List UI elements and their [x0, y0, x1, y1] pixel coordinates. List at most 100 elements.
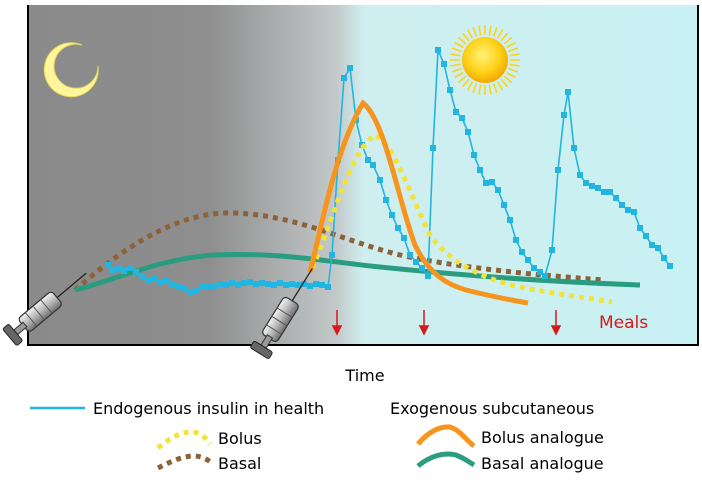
endogenous-insulin-point [537, 269, 543, 275]
endogenous-insulin-point [401, 235, 407, 241]
legend-label-bolus-analogue: Bolus analogue [481, 428, 604, 447]
endogenous-insulin-point [555, 167, 561, 173]
endogenous-insulin-point [589, 183, 595, 189]
endogenous-insulin-point [347, 65, 353, 71]
endogenous-insulin-point [133, 269, 139, 275]
endogenous-insulin-point [513, 237, 519, 243]
endogenous-insulin-point [583, 180, 589, 186]
endogenous-insulin-point [163, 278, 169, 284]
endogenous-insulin-point [205, 283, 211, 289]
endogenous-insulin-point [295, 282, 301, 288]
endogenous-insulin-point [211, 284, 217, 290]
endogenous-insulin-point [259, 280, 265, 286]
endogenous-insulin-point [301, 281, 307, 287]
endogenous-insulin-point [151, 276, 157, 282]
meal-arrow-icon [550, 310, 562, 336]
endogenous-insulin-point [430, 145, 436, 151]
endogenous-insulin-point [435, 47, 441, 53]
endogenous-insulin-point [495, 187, 501, 193]
endogenous-insulin-point [109, 267, 115, 273]
legend-label-basal: Basal [218, 454, 261, 473]
endogenous-insulin-point [459, 115, 465, 121]
endogenous-insulin-point [477, 167, 483, 173]
endogenous-insulin-point [407, 252, 413, 258]
endogenous-insulin-point [601, 189, 607, 195]
endogenous-insulin-point [667, 263, 673, 269]
endogenous-insulin-point [341, 75, 347, 81]
legend-swatch-basal-analogue [416, 451, 476, 468]
endogenous-insulin-point [441, 61, 447, 67]
endogenous-insulin-point [289, 281, 295, 287]
endogenous-insulin-point [365, 157, 371, 163]
meals-label: Meals [599, 313, 648, 333]
basal-analogue-curve [74, 251, 641, 293]
endogenous-insulin-point [121, 268, 127, 274]
endogenous-insulin-point [519, 249, 525, 255]
endogenous-insulin-point [187, 289, 193, 295]
legend-swatch-bolus [156, 429, 213, 450]
meal-arrow-icon [331, 310, 343, 336]
endogenous-insulin-point [453, 109, 459, 115]
endogenous-insulin-point [175, 283, 181, 289]
endogenous-insulin-point [507, 217, 513, 223]
endogenous-insulin-point [139, 273, 145, 279]
legend-swatch-basal [156, 453, 214, 471]
endogenous-insulin-point [313, 281, 319, 287]
endogenous-insulin-point [425, 273, 431, 279]
endogenous-insulin-point [271, 282, 277, 288]
endogenous-insulin-point [217, 281, 223, 287]
endogenous-insulin-point [105, 262, 111, 268]
endogenous-insulin-point [577, 172, 583, 178]
syringe-icon [2, 272, 87, 346]
endogenous-insulin-markers [105, 47, 673, 295]
basal-curve [73, 210, 606, 292]
endogenous-insulin-point [561, 112, 567, 118]
endogenous-insulin-point [199, 284, 205, 290]
endogenous-insulin-point [223, 282, 229, 288]
legend-label-basal-analogue: Basal analogue [481, 454, 604, 473]
sun-icon [450, 25, 520, 95]
endogenous-insulin-point [389, 212, 395, 218]
endogenous-insulin-point [661, 255, 667, 261]
endogenous-insulin-point [483, 180, 489, 186]
endogenous-insulin-point [307, 283, 313, 289]
endogenous-insulin-point [235, 282, 241, 288]
endogenous-insulin-point [395, 225, 401, 231]
meal-arrow-icon [418, 310, 430, 336]
endogenous-insulin-point [655, 245, 661, 251]
endogenous-insulin-point [465, 129, 471, 135]
legend-label-endogenous: Endogenous insulin in health [93, 399, 324, 418]
endogenous-insulin-point [631, 209, 637, 215]
endogenous-insulin-point [370, 162, 376, 168]
endogenous-insulin-point [649, 242, 655, 248]
endogenous-insulin-point [625, 207, 631, 213]
bolus-analogue-curve [307, 99, 529, 306]
moon-icon [43, 42, 99, 98]
endogenous-insulin-point [542, 273, 548, 279]
endogenous-insulin-point [247, 279, 253, 285]
syringe-icon [250, 268, 313, 359]
endogenous-insulin-point [277, 280, 283, 286]
endogenous-insulin-point [329, 252, 335, 258]
endogenous-insulin-point [241, 280, 247, 286]
endogenous-insulin-point [607, 189, 613, 195]
endogenous-insulin-point [595, 185, 601, 191]
endogenous-insulin-point [325, 284, 331, 290]
endogenous-insulin-point [571, 145, 577, 151]
endogenous-insulin-point [265, 281, 271, 287]
endogenous-insulin-point [115, 265, 121, 271]
plot-background [28, 5, 698, 345]
endogenous-insulin-point [383, 197, 389, 203]
endogenous-insulin-point [501, 202, 507, 208]
endogenous-insulin-point [283, 282, 289, 288]
endogenous-insulin-point [145, 278, 151, 284]
endogenous-insulin-point [419, 265, 425, 271]
legend-heading-exogenous: Exogenous subcutaneous [390, 399, 594, 418]
endogenous-insulin-point [619, 202, 625, 208]
endogenous-insulin-point [253, 281, 259, 287]
endogenous-insulin-point [643, 233, 649, 239]
endogenous-insulin-point [637, 225, 643, 231]
endogenous-insulin-point [181, 285, 187, 291]
endogenous-insulin-point [549, 247, 555, 253]
